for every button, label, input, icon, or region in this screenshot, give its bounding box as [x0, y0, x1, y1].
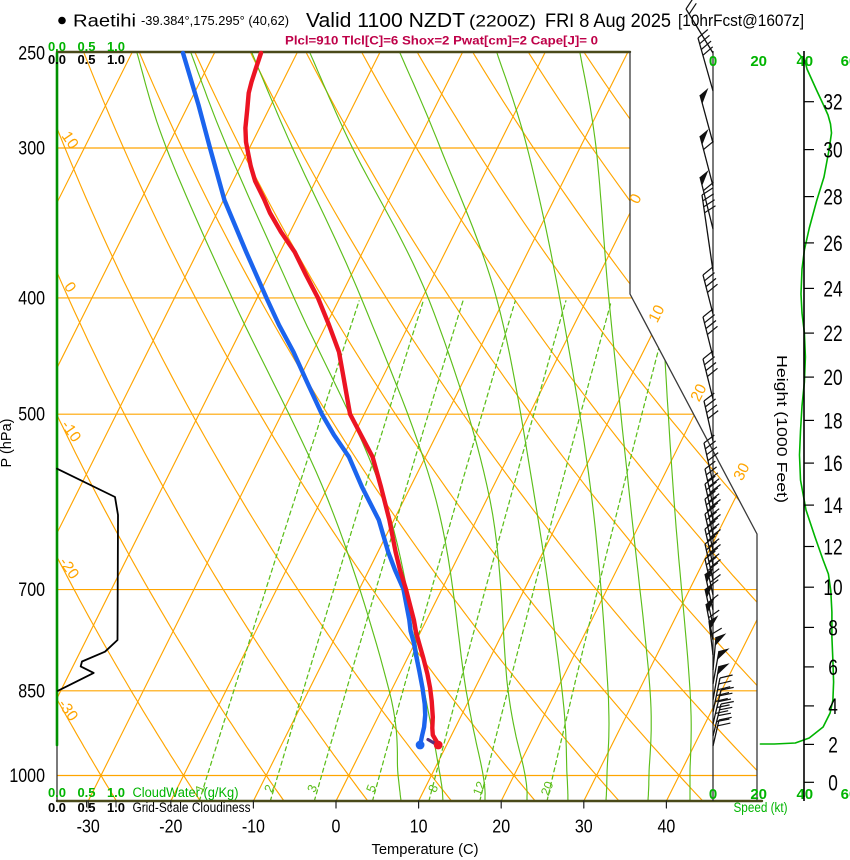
svg-text:60: 60: [841, 786, 850, 803]
svg-text:FRI 8 Aug 2025: FRI 8 Aug 2025: [545, 10, 671, 32]
svg-text:1.0: 1.0: [107, 39, 125, 54]
svg-text:16: 16: [823, 451, 842, 476]
svg-text:Height (1000 Feet): Height (1000 Feet): [773, 355, 790, 503]
svg-text:18: 18: [823, 408, 842, 433]
svg-text:0: 0: [332, 816, 341, 837]
svg-text:12: 12: [470, 779, 488, 797]
svg-text:1.0: 1.0: [107, 785, 125, 800]
svg-text:0.0: 0.0: [48, 785, 66, 800]
svg-text:850: 850: [18, 681, 45, 702]
svg-text:1.0: 1.0: [107, 800, 125, 815]
svg-text:-20: -20: [159, 816, 182, 837]
svg-text:1: 1: [192, 783, 208, 795]
svg-text:4: 4: [828, 694, 838, 719]
svg-text:-30: -30: [77, 816, 100, 837]
svg-text:0: 0: [828, 770, 838, 795]
svg-text:0.0: 0.0: [48, 39, 66, 54]
svg-text:30: 30: [731, 460, 754, 483]
svg-text:Valid 1100 NZDT: Valid 1100 NZDT: [306, 10, 465, 32]
svg-text:14: 14: [823, 493, 842, 518]
svg-text:60: 60: [841, 53, 850, 70]
svg-text:1000: 1000: [9, 766, 45, 787]
svg-text:0.5: 0.5: [77, 39, 95, 54]
svg-text:26: 26: [823, 231, 842, 256]
svg-text:(2200Z): (2200Z): [469, 12, 536, 31]
svg-text:2: 2: [261, 783, 277, 795]
svg-text:20: 20: [823, 365, 842, 390]
svg-text:5: 5: [363, 783, 379, 795]
svg-text:28: 28: [823, 185, 842, 210]
svg-text:6: 6: [828, 655, 838, 680]
svg-text:0.0: 0.0: [48, 52, 66, 67]
svg-text:300: 300: [18, 139, 45, 160]
svg-text:10: 10: [823, 575, 842, 600]
svg-text:CloudWater (g/Kg): CloudWater (g/Kg): [133, 785, 239, 800]
svg-text:0: 0: [709, 786, 717, 803]
svg-text:24: 24: [823, 276, 842, 301]
svg-text:8: 8: [828, 615, 838, 640]
svg-text:[10hrFcst@1607z]: [10hrFcst@1607z]: [678, 12, 804, 30]
svg-text:20: 20: [688, 381, 711, 404]
svg-text:Temperature (C): Temperature (C): [372, 841, 479, 858]
svg-text:20: 20: [538, 779, 556, 797]
svg-text:30: 30: [823, 138, 842, 163]
svg-text:30: 30: [575, 816, 593, 837]
svg-text:12: 12: [823, 535, 842, 560]
svg-text:Speed (kt): Speed (kt): [734, 800, 788, 815]
svg-text:32: 32: [823, 90, 842, 115]
svg-text:0.0: 0.0: [48, 800, 66, 815]
svg-text:0.5: 0.5: [77, 785, 95, 800]
svg-text:0: 0: [709, 53, 717, 70]
svg-text:P (hPa): P (hPa): [0, 419, 15, 468]
svg-text:400: 400: [18, 288, 45, 309]
svg-text:700: 700: [18, 580, 45, 601]
svg-text:250: 250: [18, 44, 45, 65]
svg-text:20: 20: [750, 786, 767, 803]
svg-text:-39.384°,175.295° (40,62): -39.384°,175.295° (40,62): [141, 13, 289, 28]
svg-text:40: 40: [658, 816, 676, 837]
svg-text:10: 10: [646, 302, 669, 325]
svg-text:3: 3: [304, 783, 320, 795]
svg-text:0.5: 0.5: [77, 52, 95, 67]
svg-text:2: 2: [828, 732, 838, 757]
svg-text:Raetihi: Raetihi: [73, 11, 136, 31]
svg-text:0.5: 0.5: [77, 800, 95, 815]
svg-text:500: 500: [18, 405, 45, 426]
svg-text:Plcl=910 Tlcl[C]=6 Shox=2 Pwat: Plcl=910 Tlcl[C]=6 Shox=2 Pwat[cm]=2 Cap…: [285, 34, 598, 48]
svg-text:20: 20: [750, 53, 767, 70]
svg-text:20: 20: [492, 816, 510, 837]
svg-text:1.0: 1.0: [107, 52, 125, 67]
svg-text:22: 22: [823, 321, 842, 346]
svg-text:10: 10: [410, 816, 428, 837]
svg-text:-10: -10: [242, 816, 265, 837]
svg-text:Grid-Scale Cloudiness: Grid-Scale Cloudiness: [133, 800, 251, 815]
svg-text:8: 8: [425, 783, 441, 795]
